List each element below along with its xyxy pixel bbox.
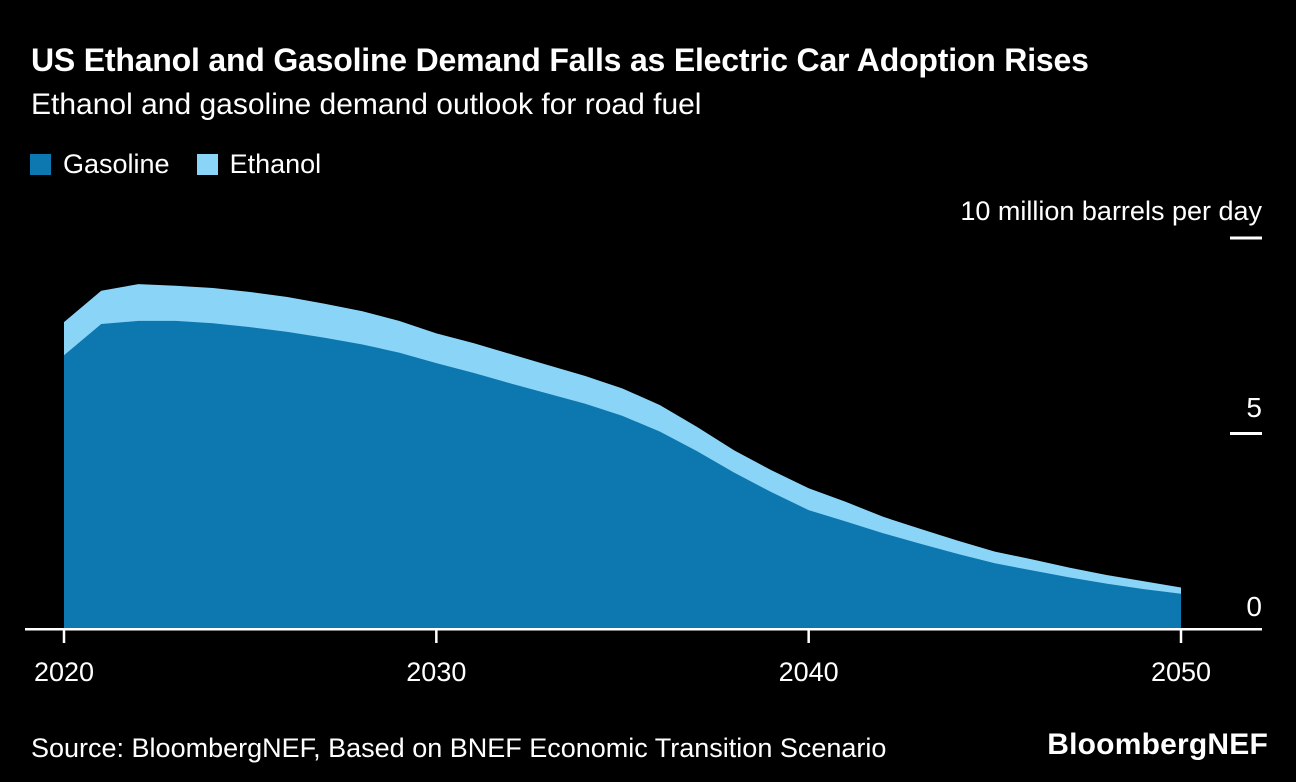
y-tick-label-5: 5 <box>1246 392 1262 423</box>
x-tick-label-2030: 2030 <box>406 657 467 687</box>
legend-item-ethanol: Ethanol <box>196 149 322 179</box>
x-tick-label-2020: 2020 <box>33 657 95 687</box>
legend-label-ethanol: Ethanol <box>229 149 322 179</box>
x-tick-label-2050: 2050 <box>1150 657 1212 687</box>
x-tick-label-2040: 2040 <box>778 657 839 687</box>
y-tick-label-0: 0 <box>1246 591 1262 622</box>
chart-subtitle: Ethanol and gasoline demand outlook for … <box>31 88 702 121</box>
ethanol-swatch-icon <box>196 154 218 175</box>
legend-item-gasoline: Gasoline <box>30 151 170 178</box>
legend: Gasoline Ethanol <box>30 151 321 178</box>
source-attribution: Source: BloombergNEF, Based on BNEF Econ… <box>31 733 887 763</box>
legend-label-gasoline: Gasoline <box>63 149 170 179</box>
gasoline-swatch-icon <box>30 154 51 175</box>
y-axis-unit-label: 10 million barrels per day <box>960 196 1262 226</box>
bloombergnef-logo: BloombergNEF <box>1047 728 1268 761</box>
chart-title: US Ethanol and Gasoline Demand Falls as … <box>31 42 1089 78</box>
